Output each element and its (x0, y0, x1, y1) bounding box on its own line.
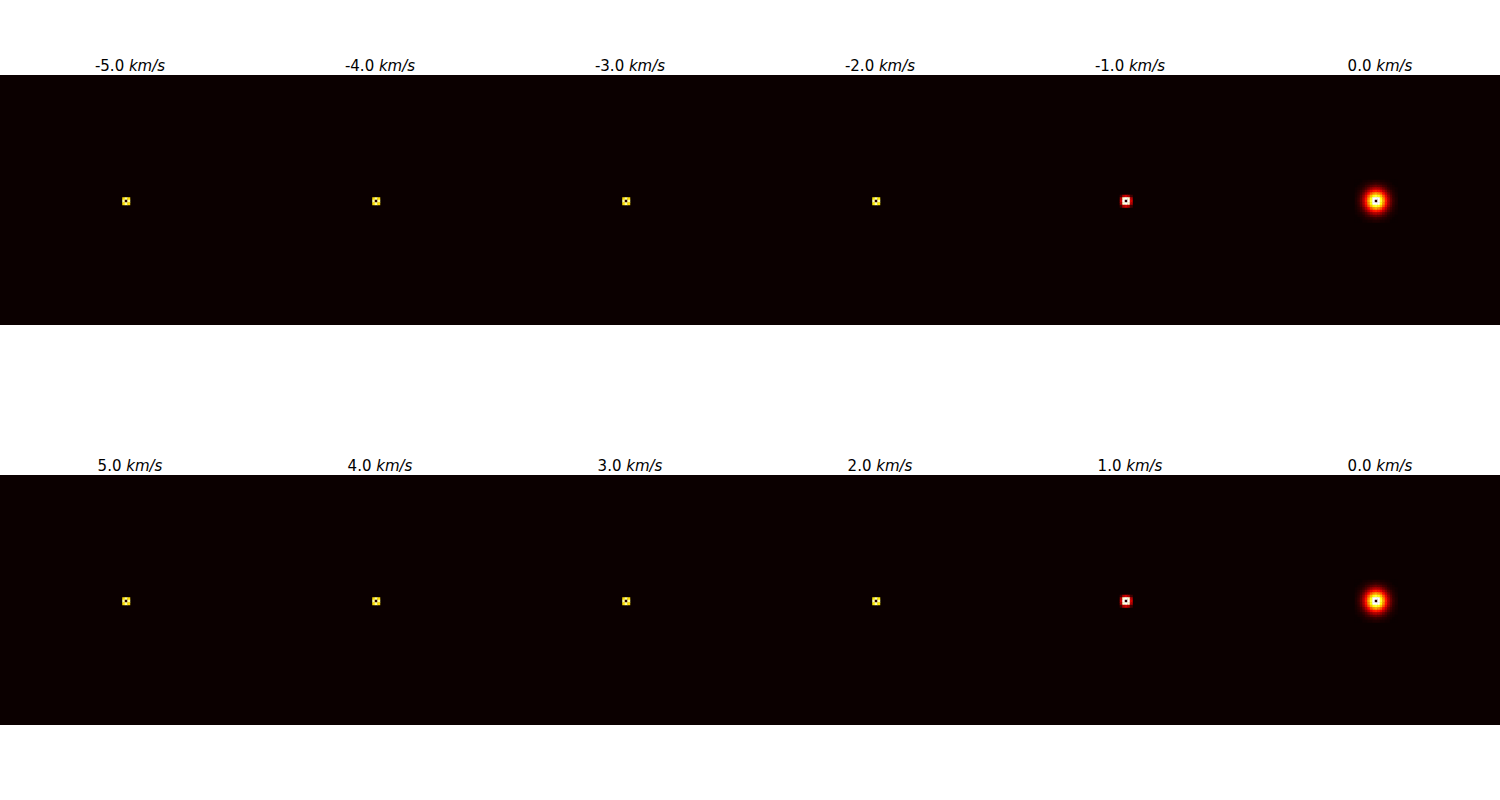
svg-text:km/s: km/s (1376, 457, 1412, 475)
svg-text:km/s: km/s (129, 57, 165, 75)
svg-text:-3.0: -3.0 (595, 57, 629, 75)
svg-text:km/s: km/s (1376, 57, 1412, 75)
svg-text:km/s: km/s (879, 57, 915, 75)
svg-text:-5.0: -5.0 (95, 57, 129, 75)
svg-text:4.0: 4.0 (348, 457, 377, 475)
svg-text:km/s: km/s (876, 457, 912, 475)
svg-text:0.0: 0.0 (1348, 57, 1377, 75)
svg-text:km/s: km/s (626, 457, 662, 475)
svg-text:-1.0: -1.0 (1095, 57, 1129, 75)
svg-text:km/s: km/s (376, 457, 412, 475)
svg-text:km/s: km/s (1126, 457, 1162, 475)
svg-text:km/s: km/s (1129, 57, 1165, 75)
svg-text:km/s: km/s (629, 57, 665, 75)
svg-text:-2.0: -2.0 (845, 57, 879, 75)
svg-text:km/s: km/s (126, 457, 162, 475)
svg-text:5.0: 5.0 (98, 457, 127, 475)
svg-text:-4.0: -4.0 (345, 57, 379, 75)
svg-text:2.0: 2.0 (848, 457, 877, 475)
svg-text:1.0: 1.0 (1098, 457, 1127, 475)
svg-text:3.0: 3.0 (598, 457, 627, 475)
svg-text:km/s: km/s (379, 57, 415, 75)
svg-text:0.0: 0.0 (1348, 457, 1377, 475)
